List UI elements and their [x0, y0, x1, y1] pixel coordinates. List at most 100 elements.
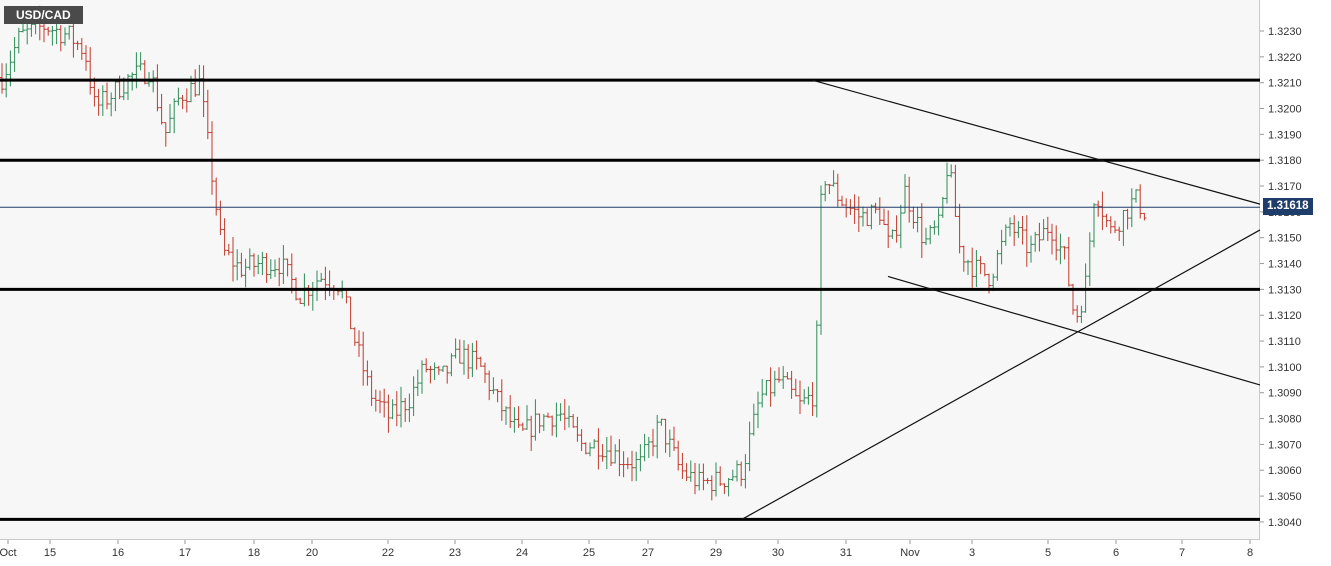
- ohlc-bar: [449, 353, 454, 377]
- trendline[interactable]: [811, 79, 1261, 205]
- trendlines: [741, 79, 1261, 520]
- ohlc-bar: [508, 395, 513, 429]
- ohlc-bar: [726, 478, 731, 497]
- ohlc-bar: [600, 444, 605, 462]
- ohlc-bar: [609, 435, 613, 467]
- ohlc-bar: [428, 365, 433, 384]
- ohlc-bar: [604, 436, 609, 470]
- ohlc-bar: [625, 457, 630, 470]
- ohlc-bar: [751, 403, 756, 436]
- ohlc-bar: [378, 390, 382, 414]
- ohlc-bar: [840, 195, 844, 207]
- ohlc-bar: [777, 367, 781, 383]
- ohlc-bar: [63, 27, 67, 46]
- ohlc-bar: [214, 177, 219, 216]
- ohlc-bar: [205, 89, 210, 140]
- ohlc-bar: [201, 65, 206, 118]
- y-tick-label: 1.3150: [1268, 233, 1302, 245]
- ohlc-bar: [252, 253, 256, 277]
- ohlc-bar: [386, 394, 391, 433]
- ohlc-bar: [1066, 236, 1071, 287]
- ohlc-bar: [319, 272, 324, 282]
- ohlc-bar: [92, 77, 97, 107]
- ohlc-bar: [583, 442, 588, 455]
- ohlc-bar: [466, 344, 471, 379]
- ohlc-bar: [945, 162, 949, 204]
- ohlc-bar: [588, 442, 592, 457]
- y-tick-label: 1.3190: [1268, 129, 1302, 141]
- ohlc-bar: [1079, 305, 1084, 324]
- ohlc-bar: [226, 243, 231, 256]
- ohlc-bar: [579, 429, 584, 452]
- ohlc-bar: [882, 208, 886, 225]
- ohlc-bar: [970, 247, 975, 288]
- ohlc-bar: [1003, 224, 1008, 246]
- ohlc-bar: [369, 370, 374, 407]
- ohlc-bar: [172, 98, 177, 134]
- ohlc-bar: [529, 415, 534, 451]
- ohlc-bar: [487, 370, 492, 401]
- ohlc-bar: [592, 439, 597, 449]
- ohlc-bar: [1054, 225, 1059, 261]
- ohlc-bar: [764, 380, 769, 396]
- ohlc-bar: [806, 386, 811, 405]
- ohlc-bar: [722, 483, 727, 494]
- y-axis: 1.3040 1.3050 1.3060 1.3070 1.3080 1.3090 1.31…: [1260, 26, 1302, 529]
- ohlc-bar: [966, 259, 970, 275]
- ohlc-bar: [823, 180, 828, 202]
- x-tick-label: 5: [1045, 547, 1051, 559]
- x-tick-label: 16: [112, 547, 124, 559]
- ohlc-bar: [961, 245, 966, 272]
- ohlc-bar: [126, 74, 130, 101]
- ohlc-bar: [651, 428, 655, 457]
- ohlc-bar: [915, 206, 920, 233]
- ohlc-bar: [79, 38, 84, 60]
- ohlc-bar: [474, 340, 479, 370]
- ohlc-bar: [1075, 305, 1080, 323]
- y-tick-label: 1.3230: [1268, 26, 1302, 38]
- ohlc-bar: [264, 252, 269, 283]
- ohlc-bar: [495, 389, 500, 403]
- ohlc-bar: [1016, 221, 1021, 238]
- ohlc-bar: [1020, 215, 1025, 245]
- ohlc-bar: [617, 439, 622, 477]
- ohlc-bar: [865, 208, 870, 227]
- ohlc-bar: [537, 413, 542, 434]
- ohlc-bar: [1037, 222, 1042, 252]
- ohlc-bar: [247, 248, 252, 271]
- x-tick-label: 20: [306, 547, 318, 559]
- ohlc-bar: [768, 367, 773, 407]
- ohlc-bar: [180, 94, 185, 110]
- ohlc-bar: [688, 460, 693, 482]
- ohlc-bar: [571, 413, 576, 428]
- ohlc-bar: [1033, 231, 1038, 252]
- trendline[interactable]: [887, 275, 1261, 386]
- trendline[interactable]: [741, 229, 1261, 520]
- ohlc-bar: [1062, 246, 1067, 260]
- ohlc-bar: [243, 258, 248, 288]
- x-tick-label: Oct: [0, 547, 17, 559]
- ohlc-bar: [67, 25, 72, 40]
- ohlc-bar: [642, 433, 647, 462]
- ohlc-bar: [1050, 223, 1054, 255]
- x-tick-label: 29: [710, 547, 722, 559]
- ohlc-bar: [1012, 215, 1017, 247]
- ohlc-bar: [558, 403, 563, 422]
- ohlc-bar: [441, 365, 445, 373]
- ohlc-bar: [1104, 213, 1109, 228]
- ohlc-bar: [222, 218, 227, 256]
- ohlc-bar: [894, 215, 899, 243]
- ohlc-bar: [298, 297, 303, 304]
- ohlc-bar: [415, 369, 420, 397]
- ohlc-bar: [747, 421, 752, 472]
- ohlc-bar: [88, 47, 93, 95]
- ohlc-bar: [100, 85, 105, 117]
- ohlc-bar: [663, 418, 668, 453]
- ohlc-bar: [1008, 217, 1012, 237]
- ohlc-bar: [268, 259, 273, 280]
- ohlc-bar: [96, 88, 101, 116]
- ohlc-bar: [50, 25, 55, 46]
- plot-area[interactable]: [0, 0, 1260, 540]
- ohlc-bar: [932, 220, 937, 235]
- ohlc-bar: [399, 386, 403, 428]
